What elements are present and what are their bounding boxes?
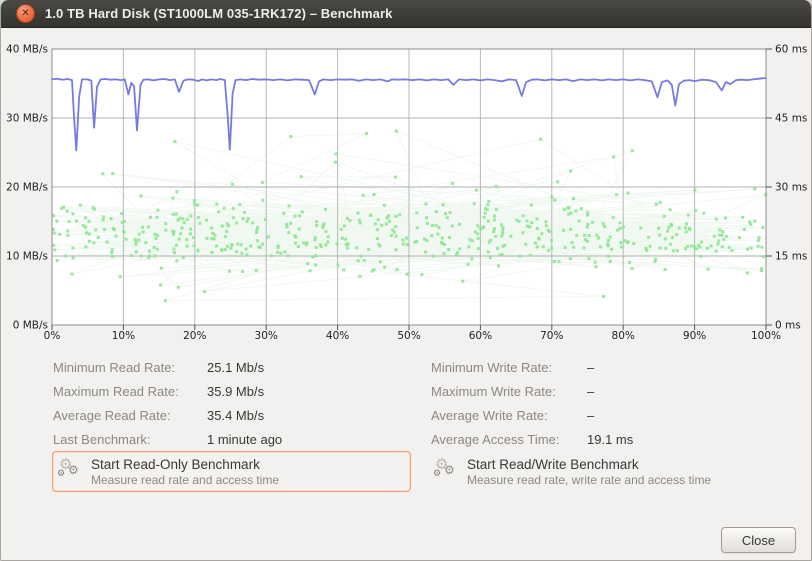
window-close-button[interactable]: ✕	[16, 4, 35, 23]
svg-text:30 ms: 30 ms	[775, 182, 807, 194]
svg-text:0 ms: 0 ms	[775, 320, 801, 332]
svg-text:40%: 40%	[326, 330, 349, 342]
svg-text:20%: 20%	[183, 330, 206, 342]
stat-average-access-time: Average Access Time: 19.1 ms	[431, 427, 633, 451]
stat-average-write-rate: Average Write Rate: –	[431, 403, 594, 427]
stat-average-read-rate: Average Read Rate: 35.4 Mb/s	[53, 403, 264, 427]
stat-value: 19.1 ms	[587, 431, 634, 447]
stat-minimum-write-rate: Minimum Write Rate: –	[431, 355, 594, 379]
stat-label: Maximum Write Rate:	[431, 383, 556, 399]
stat-minimum-read-rate: Minimum Read Rate: 25.1 Mb/s	[53, 355, 264, 379]
window-close-icon: ✕	[21, 7, 30, 19]
stat-label: Maximum Read Rate:	[53, 383, 179, 399]
svg-text:70%: 70%	[540, 330, 563, 342]
benchmark-chart: 40 MB/s 30 MB/s 20 MB/s 10 MB/s 0 MB/s 60 ms 4…	[6, 44, 807, 343]
window-title: 1.0 TB Hard Disk (ST1000LM 035-1RK172) –…	[45, 6, 393, 21]
close-button[interactable]: Close	[721, 527, 796, 553]
button-subtitle: Measure read rate and access time	[91, 472, 280, 487]
svg-text:80%: 80%	[612, 330, 635, 342]
svg-text:0 MB/s: 0 MB/s	[13, 320, 48, 332]
svg-text:10%: 10%	[112, 330, 135, 342]
gears-icon: ⚙ ⚙ ⚙	[433, 455, 455, 478]
svg-text:100%: 100%	[751, 330, 781, 342]
svg-text:40 MB/s: 40 MB/s	[6, 44, 48, 56]
stat-value: –	[587, 407, 595, 423]
stat-value: 35.9 Mb/s	[207, 383, 265, 399]
stat-label: Average Access Time:	[431, 431, 560, 447]
stat-value: –	[587, 383, 595, 399]
svg-text:10 MB/s: 10 MB/s	[6, 251, 48, 263]
svg-text:30 MB/s: 30 MB/s	[6, 113, 48, 125]
button-subtitle: Measure read rate, write rate and access…	[467, 472, 712, 487]
svg-text:90%: 90%	[683, 330, 706, 342]
svg-text:0%: 0%	[44, 330, 61, 342]
svg-text:30%: 30%	[255, 330, 278, 342]
svg-text:50%: 50%	[397, 330, 420, 342]
stat-label: Average Write Rate:	[431, 407, 548, 423]
svg-text:45 ms: 45 ms	[775, 113, 807, 125]
stat-value: 1 minute ago	[207, 431, 283, 447]
button-title: Start Read/Write Benchmark	[467, 456, 639, 472]
stat-label: Average Read Rate:	[53, 407, 171, 423]
stat-maximum-write-rate: Maximum Write Rate: –	[431, 379, 594, 403]
stat-value: 25.1 Mb/s	[207, 359, 265, 375]
stat-label: Minimum Read Rate:	[53, 359, 176, 375]
svg-text:20 MB/s: 20 MB/s	[6, 182, 48, 194]
button-title: Start Read-Only Benchmark	[91, 456, 260, 472]
stat-last-benchmark: Last Benchmark: 1 minute ago	[53, 427, 282, 451]
svg-text:60 ms: 60 ms	[775, 44, 807, 56]
stat-label: Last Benchmark:	[53, 431, 151, 447]
stat-maximum-read-rate: Maximum Read Rate: 35.9 Mb/s	[53, 379, 264, 403]
gears-icon: ⚙ ⚙ ⚙	[57, 455, 79, 478]
svg-text:15 ms: 15 ms	[775, 251, 807, 263]
stat-label: Minimum Write Rate:	[431, 359, 553, 375]
titlebar: ✕ 1.0 TB Hard Disk (ST1000LM 035-1RK172)…	[1, 0, 811, 28]
stat-value: –	[587, 359, 595, 375]
stat-value: 35.4 Mb/s	[207, 407, 265, 423]
svg-text:60%: 60%	[469, 330, 492, 342]
start-read-only-benchmark-button[interactable]: ⚙ ⚙ ⚙ Start Read-Only Benchmark Measure re…	[52, 451, 411, 492]
start-read-write-benchmark-button[interactable]: ⚙ ⚙ ⚙ Start Read/Write Benchmark Measure r…	[429, 451, 789, 492]
